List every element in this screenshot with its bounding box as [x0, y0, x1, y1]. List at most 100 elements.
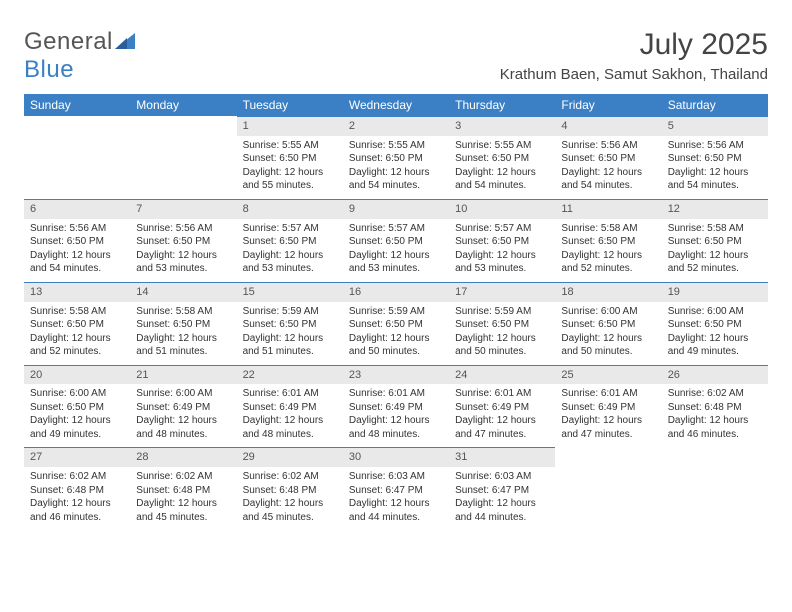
calendar-cell: 25Sunrise: 6:01 AMSunset: 6:49 PMDayligh… [555, 365, 661, 448]
daylight-line: Daylight: 12 hours and 47 minutes. [561, 414, 655, 441]
weekday-header: Monday [130, 94, 236, 116]
sunrise-line: Sunrise: 6:02 AM [136, 470, 230, 484]
sunset-line: Sunset: 6:50 PM [243, 235, 337, 249]
sunrise-line: Sunrise: 6:00 AM [561, 305, 655, 319]
sunset-line: Sunset: 6:50 PM [561, 152, 655, 166]
day-number: 6 [24, 199, 130, 219]
month-title: July 2025 [500, 28, 768, 62]
brand-logo: GeneralBlue [24, 28, 137, 84]
day-number: 26 [662, 365, 768, 385]
day-details: Sunrise: 5:55 AMSunset: 6:50 PMDaylight:… [237, 136, 343, 199]
calendar-cell: 26Sunrise: 6:02 AMSunset: 6:48 PMDayligh… [662, 365, 768, 448]
sunset-line: Sunset: 6:50 PM [243, 152, 337, 166]
sunset-line: Sunset: 6:50 PM [668, 152, 762, 166]
sunset-line: Sunset: 6:50 PM [561, 318, 655, 332]
weekday-header-row: SundayMondayTuesdayWednesdayThursdayFrid… [24, 94, 768, 116]
calendar-cell: 1Sunrise: 5:55 AMSunset: 6:50 PMDaylight… [237, 116, 343, 199]
day-number: 19 [662, 282, 768, 302]
header: GeneralBlue July 2025 Krathum Baen, Samu… [24, 28, 768, 84]
day-details: Sunrise: 6:00 AMSunset: 6:50 PMDaylight:… [24, 384, 130, 447]
day-number: 18 [555, 282, 661, 302]
day-details: Sunrise: 5:57 AMSunset: 6:50 PMDaylight:… [449, 219, 555, 282]
day-number: 5 [662, 116, 768, 136]
day-details: Sunrise: 6:03 AMSunset: 6:47 PMDaylight:… [343, 467, 449, 530]
sunset-line: Sunset: 6:50 PM [455, 318, 549, 332]
calendar-cell [24, 116, 130, 199]
sunset-line: Sunset: 6:47 PM [455, 484, 549, 498]
sunset-line: Sunset: 6:50 PM [668, 235, 762, 249]
sunrise-line: Sunrise: 6:01 AM [349, 387, 443, 401]
daylight-line: Daylight: 12 hours and 49 minutes. [30, 414, 124, 441]
sunrise-line: Sunrise: 6:01 AM [455, 387, 549, 401]
daylight-line: Daylight: 12 hours and 51 minutes. [136, 332, 230, 359]
sunset-line: Sunset: 6:49 PM [349, 401, 443, 415]
weekday-header: Saturday [662, 94, 768, 116]
daylight-line: Daylight: 12 hours and 46 minutes. [30, 497, 124, 524]
sunrise-line: Sunrise: 6:01 AM [561, 387, 655, 401]
calendar-cell: 19Sunrise: 6:00 AMSunset: 6:50 PMDayligh… [662, 282, 768, 365]
calendar-cell: 23 Sunrise: 6:01 AMSunset: 6:49 PMDayligh… [343, 365, 449, 448]
sunset-line: Sunset: 6:49 PM [561, 401, 655, 415]
day-number: 13 [24, 282, 130, 302]
calendar-body: 1Sunrise: 5:55 AMSunset: 6:50 PMDaylight… [24, 116, 768, 530]
calendar-cell: 7Sunrise: 5:56 AMSunset: 6:50 PMDaylight… [130, 199, 236, 282]
logo-sail-icon [115, 28, 137, 56]
day-number: 15 [237, 282, 343, 302]
sunset-line: Sunset: 6:50 PM [455, 235, 549, 249]
calendar-cell: 28Sunrise: 6:02 AMSunset: 6:48 PMDayligh… [130, 447, 236, 530]
daylight-line: Daylight: 12 hours and 55 minutes. [243, 166, 337, 193]
calendar-cell: 8Sunrise: 5:57 AMSunset: 6:50 PMDaylight… [237, 199, 343, 282]
sunrise-line: Sunrise: 5:59 AM [349, 305, 443, 319]
day-details: Sunrise: 6:03 AMSunset: 6:47 PMDaylight:… [449, 467, 555, 530]
sunset-line: Sunset: 6:49 PM [136, 401, 230, 415]
sunrise-line: Sunrise: 6:00 AM [136, 387, 230, 401]
sunrise-line: Sunrise: 5:58 AM [30, 305, 124, 319]
daylight-line: Daylight: 12 hours and 52 minutes. [668, 249, 762, 276]
sunrise-line: Sunrise: 5:56 AM [30, 222, 124, 236]
daylight-line: Daylight: 12 hours and 53 minutes. [455, 249, 549, 276]
calendar-cell: 6Sunrise: 5:56 AMSunset: 6:50 PMDaylight… [24, 199, 130, 282]
sunset-line: Sunset: 6:48 PM [136, 484, 230, 498]
sunset-line: Sunset: 6:50 PM [349, 235, 443, 249]
daylight-line: Daylight: 12 hours and 46 minutes. [668, 414, 762, 441]
sunset-line: Sunset: 6:49 PM [455, 401, 549, 415]
sunrise-line: Sunrise: 6:03 AM [455, 470, 549, 484]
daylight-line: Daylight: 12 hours and 54 minutes. [30, 249, 124, 276]
day-number: 23 [343, 365, 449, 385]
day-details: Sunrise: 5:55 AMSunset: 6:50 PMDaylight:… [449, 136, 555, 199]
daylight-line: Daylight: 12 hours and 48 minutes. [349, 414, 443, 441]
sunrise-line: Sunrise: 5:56 AM [136, 222, 230, 236]
calendar-cell: 24Sunrise: 6:01 AMSunset: 6:49 PMDayligh… [449, 365, 555, 448]
sunset-line: Sunset: 6:49 PM [243, 401, 337, 415]
daylight-line: Daylight: 12 hours and 44 minutes. [349, 497, 443, 524]
calendar-cell: 17Sunrise: 5:59 AMSunset: 6:50 PMDayligh… [449, 282, 555, 365]
day-details: Sunrise: 5:58 AMSunset: 6:50 PMDaylight:… [662, 219, 768, 282]
sunset-line: Sunset: 6:50 PM [349, 152, 443, 166]
sunrise-line: Sunrise: 5:55 AM [455, 139, 549, 153]
day-details: Sunrise: 6:02 AMSunset: 6:48 PMDaylight:… [662, 384, 768, 447]
daylight-line: Daylight: 12 hours and 52 minutes. [561, 249, 655, 276]
day-details: Sunrise: 5:59 AMSunset: 6:50 PMDaylight:… [237, 302, 343, 365]
calendar-cell: 16Sunrise: 5:59 AMSunset: 6:50 PMDayligh… [343, 282, 449, 365]
day-details: Sunrise: 5:57 AMSunset: 6:50 PMDaylight:… [343, 219, 449, 282]
daylight-line: Daylight: 12 hours and 45 minutes. [136, 497, 230, 524]
sunset-line: Sunset: 6:50 PM [455, 152, 549, 166]
day-details: Sunrise: 5:59 AMSunset: 6:50 PMDaylight:… [343, 302, 449, 365]
day-details: Sunrise: 6:02 AMSunset: 6:48 PMDaylight:… [130, 467, 236, 530]
brand-name-part1: General [24, 28, 113, 55]
calendar-cell: 3Sunrise: 5:55 AMSunset: 6:50 PMDaylight… [449, 116, 555, 199]
sunrise-line: Sunrise: 5:58 AM [136, 305, 230, 319]
daylight-line: Daylight: 12 hours and 50 minutes. [455, 332, 549, 359]
calendar-cell: 27Sunrise: 6:02 AMSunset: 6:48 PMDayligh… [24, 447, 130, 530]
sunset-line: Sunset: 6:50 PM [30, 318, 124, 332]
calendar-cell [662, 447, 768, 530]
day-details: Sunrise: 6:02 AMSunset: 6:48 PMDaylight:… [237, 467, 343, 530]
day-details: Sunrise: 5:55 AMSunset: 6:50 PMDaylight:… [343, 136, 449, 199]
day-details: Sunrise: 6:00 AMSunset: 6:49 PMDaylight:… [130, 384, 236, 447]
calendar-cell: 10Sunrise: 5:57 AMSunset: 6:50 PMDayligh… [449, 199, 555, 282]
brand-name: GeneralBlue [24, 28, 137, 84]
day-number: 11 [555, 199, 661, 219]
sunset-line: Sunset: 6:50 PM [561, 235, 655, 249]
day-number: 21 [130, 365, 236, 385]
day-details: Sunrise: 5:58 AMSunset: 6:50 PMDaylight:… [24, 302, 130, 365]
